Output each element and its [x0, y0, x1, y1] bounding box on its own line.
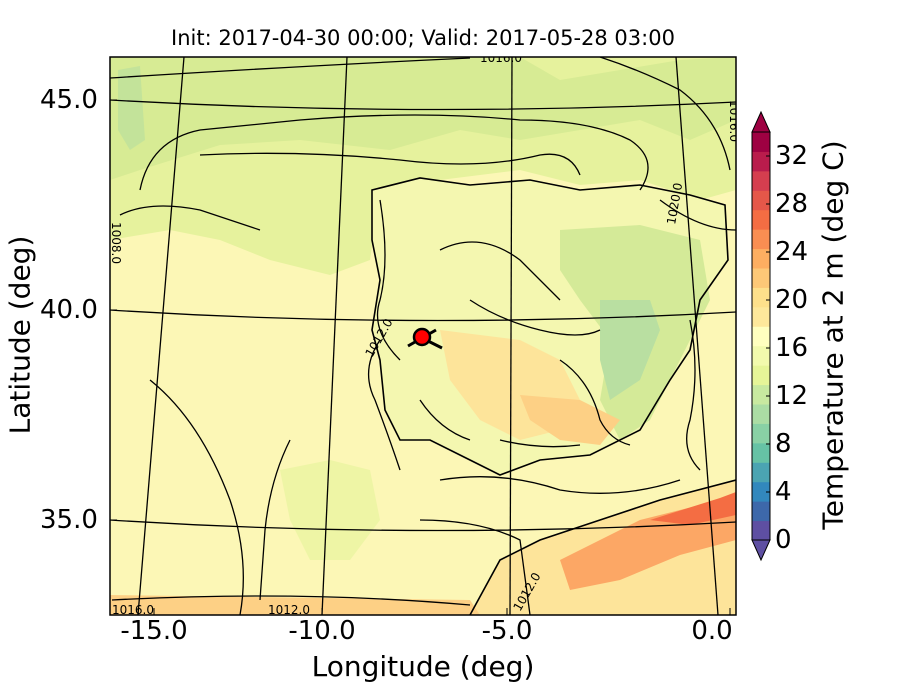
- colorbar-segment: [752, 442, 770, 463]
- meridian-15: [137, 57, 185, 615]
- plot-title: Init: 2017-04-30 00:00; Valid: 2017-05-2…: [171, 26, 675, 50]
- colorbar-tick-label: 12: [775, 381, 809, 411]
- colorbar-segment: [752, 268, 770, 288]
- colorbar-label: Temperature at 2 m (deg C): [816, 140, 850, 530]
- contour-label: 1008.0: [109, 222, 123, 264]
- colorbar-tick-label: 4: [775, 477, 792, 507]
- colorbar-segment: [752, 423, 770, 444]
- isobar: [110, 57, 471, 79]
- y-tick-label: 40.0: [40, 295, 98, 325]
- isobar: [419, 399, 471, 441]
- isobar: [499, 439, 581, 448]
- colorbar-segment: [752, 520, 770, 541]
- colorbar-extend-min: [751, 539, 771, 562]
- isobar: [469, 299, 601, 336]
- colorbar-tick-label: 28: [775, 189, 809, 219]
- contour-label: 1016.0: [112, 603, 154, 617]
- contour-label: 1016.0: [727, 100, 741, 142]
- x-tick-label: 0.0: [691, 616, 733, 646]
- x-tick-label: -10.0: [288, 616, 356, 646]
- x-tick-label: -5.0: [481, 616, 533, 646]
- isobar: [659, 199, 736, 231]
- isobar: [599, 57, 731, 171]
- colorbar-extend-max: [751, 110, 771, 133]
- colorbar-tick-label: 16: [775, 333, 809, 363]
- cold-highlands: [600, 300, 660, 400]
- colorbar-segment: [752, 345, 770, 366]
- colorbar-segment: [752, 229, 770, 250]
- contour-label: 1016.0: [480, 51, 522, 65]
- graticule: [110, 57, 736, 615]
- hottest-region-africa: [650, 492, 736, 525]
- contour-label: 1012.0: [268, 603, 310, 617]
- pressure-contours: [110, 57, 736, 615]
- map-frame: [109, 56, 737, 616]
- map-area: 1016.0 1016.0 1020.0 1008.0 1012.0 1012.…: [109, 51, 741, 617]
- colorbar-segment: [752, 209, 770, 230]
- colorbar-frame: [751, 131, 771, 541]
- parallel-40: [110, 309, 736, 322]
- colorbar-segment: [752, 306, 770, 327]
- africa-coastline: [469, 479, 736, 615]
- meridian-10: [321, 57, 348, 615]
- colorbar-segment: [752, 170, 770, 191]
- isobar: [439, 476, 681, 494]
- colorbar-segment: [752, 462, 770, 483]
- colorbar-segment: [752, 384, 770, 405]
- colorbar-segment: [752, 481, 770, 502]
- colorbar-segment: [752, 287, 770, 308]
- x-tick-label: -15.0: [120, 616, 188, 646]
- colorbar-tick-label: 8: [775, 429, 792, 459]
- colorbar-tick-label: 20: [775, 285, 809, 315]
- isobar: [111, 595, 471, 606]
- y-axis-label: Latitude (deg): [3, 235, 37, 435]
- colorbar-segment: [752, 404, 770, 424]
- colorbar: [751, 110, 771, 562]
- isobar: [259, 439, 291, 601]
- isobar: [199, 152, 581, 176]
- colorbar-segment: [752, 501, 770, 522]
- parallel-45: [110, 99, 736, 111]
- colorbar-segment: [752, 326, 770, 347]
- colorbar-tick-label: 32: [775, 141, 809, 171]
- colorbar-segment: [752, 248, 770, 269]
- cooler-region-north: [110, 57, 736, 180]
- meridian-5: [509, 57, 513, 615]
- warm-south-patch: [520, 395, 620, 445]
- x-axis-label: Longitude (deg): [311, 650, 535, 683]
- isobar: [376, 199, 401, 361]
- isobar: [439, 241, 561, 301]
- colorbar-tick-label: 24: [775, 237, 809, 267]
- station-marker: [412, 327, 432, 347]
- colorbar-segment: [752, 151, 770, 172]
- isobar: [686, 319, 701, 471]
- isobar: [149, 379, 244, 615]
- axis-ticks: [110, 99, 731, 615]
- y-tick-label: 45.0: [40, 85, 98, 115]
- colorbar-segment: [752, 190, 770, 211]
- meridian-0: [675, 57, 719, 615]
- colorbar-segment: [752, 365, 770, 386]
- iberia-coastline: [371, 177, 729, 476]
- colorbar-segment: [752, 132, 770, 152]
- y-tick-label: 35.0: [40, 505, 98, 535]
- isobar: [367, 339, 401, 471]
- cool-patch-atlantic: [280, 460, 380, 560]
- isobar: [139, 114, 649, 191]
- colorbar-tick-label: 0: [775, 525, 792, 555]
- isobar: [119, 205, 261, 231]
- warm-band-south: [110, 595, 480, 615]
- parallel-35: [110, 519, 736, 532]
- cold-patch-nw: [118, 66, 145, 150]
- isobar: [419, 519, 531, 615]
